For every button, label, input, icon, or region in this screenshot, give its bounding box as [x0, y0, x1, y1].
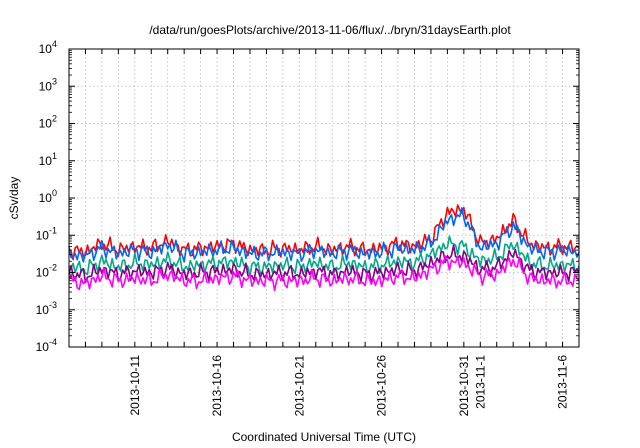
series-line	[68, 255, 580, 292]
x-tick-label: 2013-10-11	[128, 355, 142, 416]
y-tick-labels: 10-4 10-3 10-2 10-1 100 101 102 103 104	[36, 39, 57, 354]
axis-ticks	[69, 48, 579, 348]
x-tick-label: 2013-10-21	[292, 355, 306, 417]
series-line	[68, 207, 580, 263]
y-tick-label: 10-2	[36, 263, 57, 280]
x-tick-label: 2013-11-1	[473, 355, 487, 409]
y-tick-label: 101	[39, 151, 57, 168]
series-line	[68, 204, 580, 261]
series-line	[68, 244, 580, 284]
x-tick-label: 2013-11-6	[556, 355, 570, 409]
x-tick-label: 2013-10-16	[210, 355, 224, 417]
y-tick-label: 103	[39, 76, 57, 93]
grid-lines	[69, 49, 579, 347]
plot-frame	[68, 48, 580, 348]
x-tick-labels: 2013-10-11 2013-10-16 2013-10-21 2013-10-26…	[128, 355, 570, 417]
y-tick-label: 10-3	[36, 300, 57, 317]
y-tick-label: 10-4	[36, 337, 57, 354]
x-axis-label: Coordinated Universal Time (UTC)	[232, 430, 416, 444]
y-tick-label: 104	[39, 39, 57, 56]
series-lines	[68, 204, 580, 292]
y-tick-label: 10-1	[36, 225, 57, 242]
y-tick-label: 102	[39, 114, 57, 131]
y-tick-label: 100	[39, 188, 57, 205]
x-tick-label: 2013-10-31	[457, 355, 471, 417]
chart-title: /data/run/goesPlots/archive/2013-11-06/f…	[149, 23, 511, 37]
x-tick-label: 2013-10-26	[375, 355, 389, 417]
y-axis-label: cSv/day	[7, 177, 21, 220]
